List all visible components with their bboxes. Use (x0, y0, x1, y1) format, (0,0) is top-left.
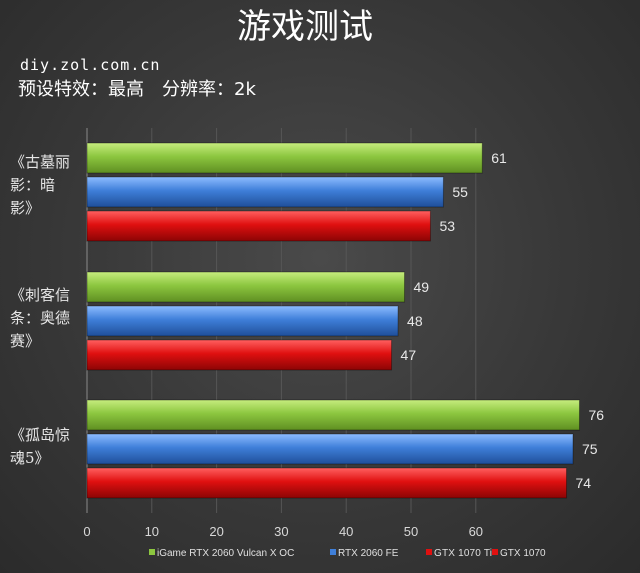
legend-label: GTX 1070 (500, 548, 546, 559)
category-label: 《刺客信 (10, 286, 70, 304)
category-label: 条：奥德 (10, 309, 70, 327)
legend: iGame RTX 2060 Vulcan X OC RTX 2060 FE GTX… (149, 548, 546, 559)
chart-title: 游戏测试 (237, 7, 373, 47)
category-label: 《古墓丽 (10, 153, 70, 171)
x-tick-label: 20 (209, 524, 223, 539)
bar-3-1 (86, 210, 431, 242)
data-label: 53 (439, 218, 455, 234)
chart-subtitle: 预设特效：最高 分辨率：2k (18, 79, 256, 100)
bar-1-2 (86, 271, 406, 303)
legend-swatch (492, 549, 498, 555)
x-tick-label: 0 (83, 524, 90, 539)
data-label: 48 (407, 313, 423, 329)
legend-label: RTX 2060 FE (338, 548, 399, 559)
bar-3-3 (86, 467, 568, 499)
x-tick-label: 10 (145, 524, 159, 539)
category-label: 《孤岛惊 (10, 426, 70, 444)
legend-label: GTX 1070 Ti (434, 548, 492, 559)
bar-2-3 (86, 433, 574, 465)
x-axis-ticks: 0 10 20 30 40 50 60 (83, 524, 483, 539)
legend-swatch (149, 549, 155, 555)
bar-1-3 (86, 399, 580, 431)
data-label: 55 (452, 184, 468, 200)
data-label: 61 (491, 150, 507, 166)
x-tick-label: 50 (404, 524, 418, 539)
bar-3-2 (86, 339, 393, 371)
category-label: 影》 (10, 199, 40, 217)
data-label: 76 (588, 407, 604, 423)
data-label: 75 (582, 441, 598, 457)
bars: 61 49 76 55 48 75 53 47 74 (86, 142, 604, 499)
bar-2-2 (86, 305, 399, 337)
x-tick-label: 40 (339, 524, 353, 539)
bar-2-1 (86, 176, 444, 208)
data-label: 74 (576, 475, 592, 491)
x-tick-label: 60 (469, 524, 483, 539)
x-tick-label: 30 (274, 524, 288, 539)
legend-swatch (426, 549, 432, 555)
data-label: 49 (414, 279, 430, 295)
category-label: 赛》 (10, 332, 40, 350)
legend-label: iGame RTX 2060 Vulcan X OC (157, 548, 294, 559)
category-label: 魂5》 (10, 449, 50, 467)
data-label: 47 (401, 347, 417, 363)
bar-1-1 (86, 142, 483, 174)
watermark: diy.zol.com.cn (20, 56, 160, 74)
legend-swatch (330, 549, 336, 555)
category-label: 影：暗 (10, 176, 55, 194)
